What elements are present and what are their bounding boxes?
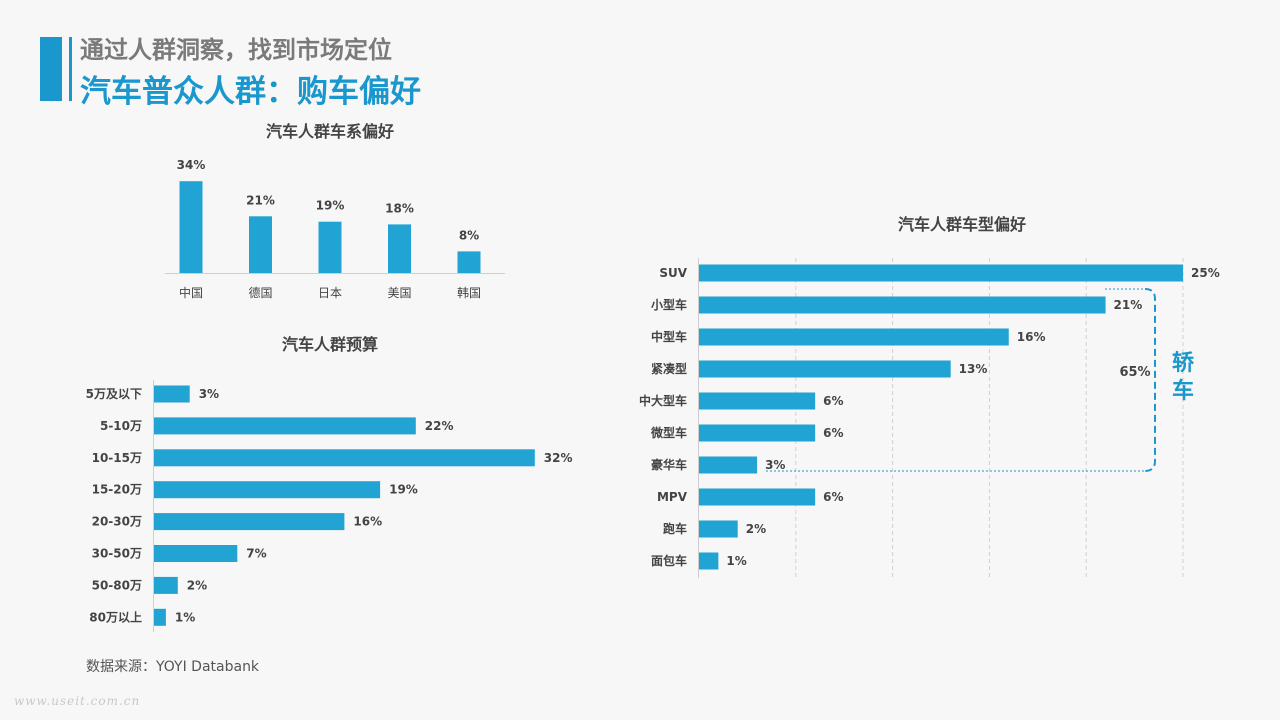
bar	[699, 360, 951, 378]
y-tick-label: 中型车	[651, 329, 687, 344]
chart-title: 汽车人群预算	[282, 335, 378, 354]
data-label: 1%	[726, 554, 746, 568]
y-tick-label: 5-10万	[100, 419, 142, 433]
data-label: 7%	[246, 547, 266, 561]
bar	[457, 251, 481, 273]
data-label: 8%	[459, 228, 479, 242]
data-label: 6%	[823, 394, 843, 408]
x-tick-label: 日本	[318, 286, 342, 300]
x-tick-label: 美国	[387, 286, 411, 300]
x-tick-label: 韩国	[457, 285, 481, 300]
data-label: 3%	[199, 387, 219, 401]
data-label: 18%	[385, 201, 414, 215]
bar	[154, 513, 345, 531]
y-tick-label: 5万及以下	[86, 387, 142, 401]
bar	[699, 552, 719, 570]
data-label: 22%	[425, 419, 454, 433]
bar	[699, 520, 738, 538]
header-accent-line	[69, 37, 72, 101]
y-tick-label: 紧凑型	[651, 361, 687, 376]
bar	[154, 481, 381, 499]
bar	[699, 424, 816, 442]
data-label: 21%	[246, 193, 275, 207]
bracket-category-label: 轿车	[1172, 350, 1195, 404]
bar	[699, 488, 816, 506]
bar	[154, 608, 166, 626]
data-label: 19%	[316, 199, 345, 213]
y-tick-label: SUV	[659, 266, 687, 280]
page-title: 汽车普众人群：购车偏好	[80, 74, 421, 110]
y-tick-label: 30-50万	[92, 547, 142, 561]
y-tick-label: 15-20万	[92, 483, 142, 497]
bracket	[1144, 288, 1156, 472]
data-label: 6%	[823, 426, 843, 440]
y-tick-label: 80万以上	[89, 609, 142, 624]
page-subtitle: 通过人群洞察，找到市场定位	[80, 36, 392, 64]
y-tick-label: 面包车	[651, 553, 687, 568]
bar	[699, 328, 1009, 346]
bar	[179, 181, 203, 273]
data-label: 19%	[389, 483, 418, 497]
y-tick-label: 50-80万	[92, 578, 142, 592]
watermark: www.useit.com.cn	[14, 694, 141, 708]
y-tick-label: 小型车	[651, 297, 687, 312]
bar	[154, 385, 190, 403]
y-tick-label: MPV	[657, 490, 688, 504]
data-label: 25%	[1191, 266, 1220, 280]
data-label: 3%	[765, 458, 785, 472]
data-label: 21%	[1114, 298, 1143, 312]
data-label: 16%	[353, 515, 382, 529]
data-source: 数据来源：YOYI Databank	[86, 659, 260, 675]
bar	[154, 417, 416, 435]
bar	[154, 576, 178, 594]
y-tick-label: 20-30万	[92, 515, 142, 529]
y-tick-label: 中大型车	[639, 393, 687, 408]
chart-title: 汽车人群车型偏好	[898, 215, 1026, 234]
bracket-value-label: 65%	[1119, 365, 1150, 380]
data-label: 2%	[746, 522, 766, 536]
y-tick-label: 豪华车	[651, 457, 687, 472]
bar	[154, 545, 238, 562]
bar	[699, 392, 816, 410]
bar	[249, 216, 272, 273]
bar	[699, 264, 1183, 282]
chart-title: 汽车人群车系偏好	[266, 122, 394, 141]
data-label: 34%	[177, 158, 206, 172]
data-label: 1%	[175, 610, 195, 624]
bar	[699, 296, 1106, 314]
data-label: 16%	[1017, 330, 1046, 344]
bar	[318, 221, 342, 273]
x-tick-label: 中国	[179, 285, 203, 300]
header-accent-bar	[40, 37, 62, 101]
bar	[154, 449, 535, 467]
bar	[699, 456, 758, 474]
bar	[388, 224, 411, 273]
y-tick-label: 微型车	[650, 425, 687, 440]
x-tick-label: 德国	[248, 285, 272, 300]
data-label: 13%	[959, 362, 988, 376]
data-label: 6%	[823, 490, 843, 504]
y-tick-label: 跑车	[663, 521, 687, 536]
data-label: 2%	[187, 578, 207, 592]
data-label: 32%	[544, 451, 573, 465]
y-tick-label: 10-15万	[92, 451, 142, 465]
